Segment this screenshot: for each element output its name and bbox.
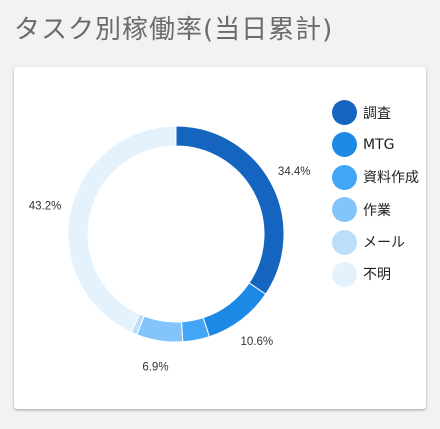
slice-3 [136, 315, 184, 343]
legend-item[interactable]: 不明 [332, 261, 419, 287]
legend: 調査 MTG 資料作成作業メール不明 [332, 100, 419, 294]
data-label-3: 6.9% [142, 361, 168, 373]
slice-5 [67, 125, 177, 333]
legend-item[interactable]: メール [332, 229, 419, 255]
donut-chart: 34.4% 10.6% 6.9% 43.2% [29, 125, 311, 373]
legend-label: メール [363, 235, 405, 252]
data-label-5: 43.2% [29, 201, 62, 213]
legend-swatch [332, 100, 357, 125]
legend-swatch [332, 132, 357, 158]
chart-card: 34.4% 10.6% 6.9% 43.2% 調査 MTG 資料作成作業メール不明 [14, 67, 426, 409]
data-label-0: 34.4% [278, 166, 311, 178]
legend-label: 不明 [363, 267, 391, 284]
legend-label: MTG [363, 136, 395, 153]
slice-0 [175, 125, 285, 295]
legend-item[interactable]: 作業 [332, 197, 419, 223]
data-labels: 34.4% 10.6% 6.9% 43.2% [29, 166, 311, 373]
legend-swatch [332, 197, 357, 223]
legend-item[interactable]: 資料作成 [332, 164, 419, 190]
legend-label: 資料作成 [363, 170, 419, 187]
legend-label: 作業 [363, 202, 391, 219]
legend-swatch [332, 261, 357, 287]
page-title: タスク別稼働率(当日累計) [14, 15, 334, 45]
slice-1 [202, 282, 267, 338]
data-label-1: 10.6% [240, 336, 273, 348]
legend-item[interactable]: MTG [332, 132, 419, 158]
legend-item[interactable]: 調査 [332, 100, 419, 125]
donut-slices [67, 125, 285, 343]
legend-label: 調査 [363, 105, 391, 122]
legend-swatch [332, 229, 357, 255]
legend-swatch [332, 164, 357, 190]
